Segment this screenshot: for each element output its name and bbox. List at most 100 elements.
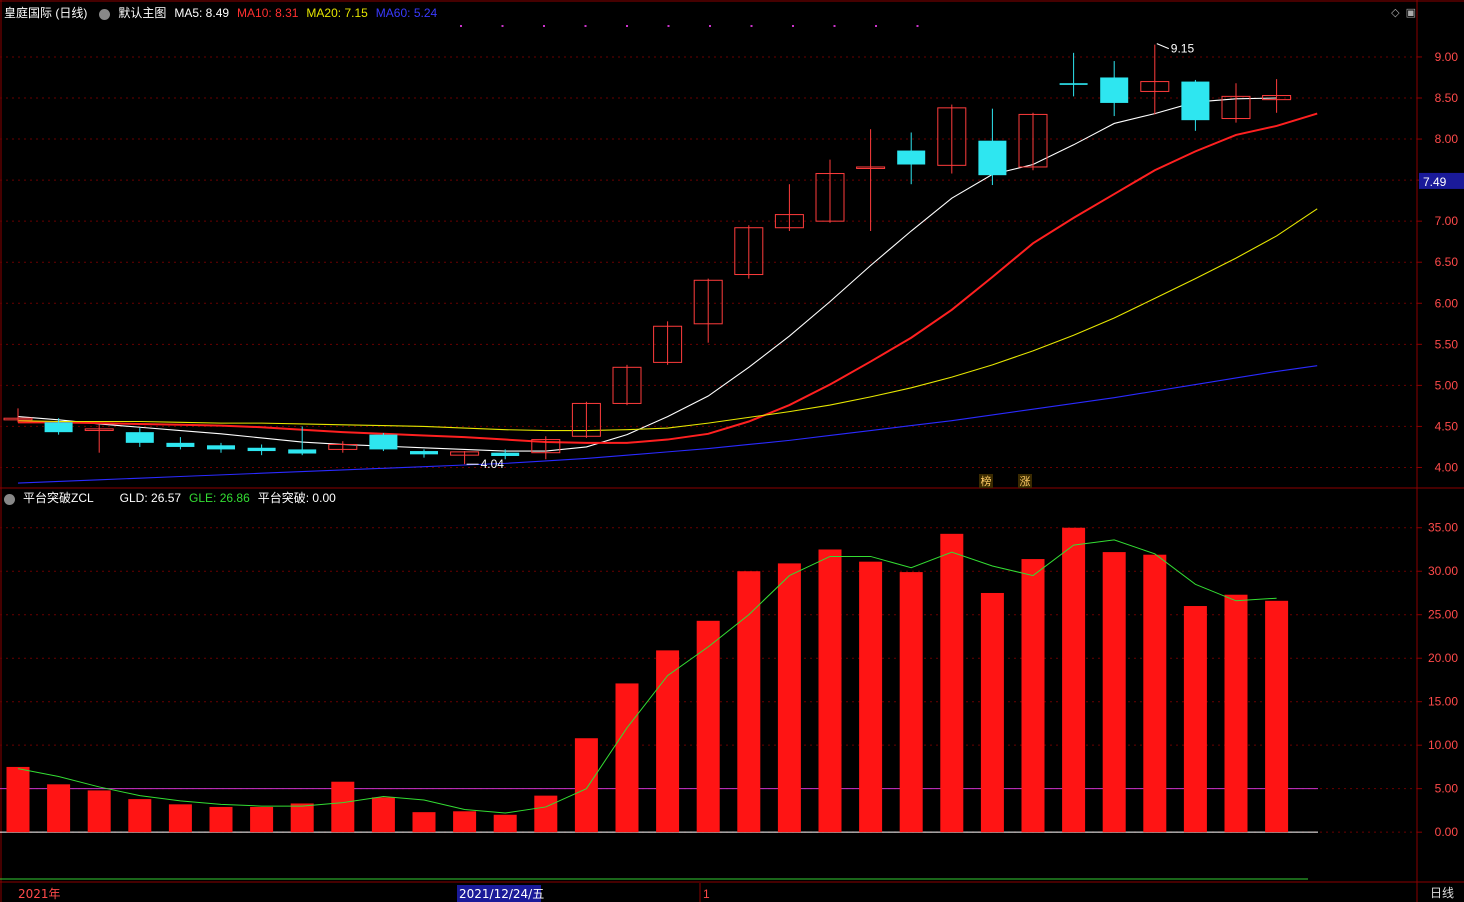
break-value: 平台突破: 0.00: [257, 491, 336, 505]
price-tick-label: 5.00: [1435, 378, 1459, 392]
candle-body-up: [84, 428, 114, 432]
candle-body-up: [1018, 113, 1048, 168]
indicator-bar: [47, 784, 71, 833]
candle-body-up: [815, 173, 845, 222]
ind-tick-label: 35.00: [1428, 521, 1458, 535]
ind-tick-label: 30.00: [1428, 564, 1458, 578]
ma-line-ma20: [17, 208, 1318, 432]
indicator-bar: [331, 781, 355, 833]
candle-body-up: [3, 417, 33, 421]
candle-body-down: [247, 447, 276, 452]
low-annotation: 4.04: [481, 457, 505, 471]
top-marker-dot: [626, 25, 628, 27]
high-arrow: [1156, 43, 1169, 50]
price-tick-label: 6.50: [1435, 255, 1459, 269]
maximize-icon[interactable]: ▣: [1405, 7, 1416, 19]
candle-body-up: [937, 107, 967, 166]
indicator-bar: [412, 812, 436, 833]
window-controls: ◇ ▣: [1391, 6, 1416, 19]
indicator-bar: [1183, 606, 1207, 833]
gld-value: GLD: 26.57: [119, 491, 182, 505]
stock-title[interactable]: 皇庭国际 (日线): [4, 6, 88, 20]
settings-icon[interactable]: [99, 8, 111, 20]
indicator-header: 平台突破ZCL GLD: 26.57 GLE: 26.86 平台突破: 0.00: [0, 488, 336, 508]
top-marker-dot: [792, 25, 794, 27]
candle-body-up: [1140, 81, 1170, 92]
x-label-month: 1: [703, 887, 710, 901]
candle-body-up: [328, 443, 358, 450]
candle-body-up: [653, 325, 683, 363]
candle-body-up: [734, 227, 764, 276]
period-label[interactable]: 日线: [1429, 886, 1454, 900]
candle-body-down: [369, 434, 398, 450]
ind-tick-label: 15.00: [1428, 695, 1458, 709]
ma20-value: MA20: 7.15: [306, 6, 368, 20]
candle-body-down: [207, 445, 235, 450]
indicator-bar: [168, 804, 192, 833]
indicator-bar: [656, 650, 680, 833]
indicator-bar: [1265, 600, 1289, 833]
indicator-menu-icon[interactable]: [4, 493, 15, 505]
candle-body-up: [774, 214, 804, 229]
indicator-bar: [737, 571, 761, 833]
candle-body-down: [897, 150, 926, 165]
ind-tick-label: 25.00: [1428, 608, 1458, 622]
indicator-bar: [6, 766, 30, 833]
ma-line-ma5: [17, 97, 1277, 452]
main-chart-name[interactable]: 默认主图: [118, 6, 167, 20]
event-marker-bg: [979, 474, 993, 488]
indicator-bar: [493, 814, 517, 833]
ma-line-ma60: [17, 365, 1318, 484]
indicator-bar: [250, 806, 274, 833]
indicator-bar: [1021, 559, 1045, 833]
event-marker-bg: [1018, 474, 1032, 488]
candle-body-up: [693, 279, 723, 325]
x-label-date-box: [457, 885, 541, 902]
indicator-name[interactable]: 平台突破ZCL: [23, 491, 94, 505]
current-price-label: 7.49: [1423, 175, 1447, 189]
candle-body-down: [1059, 83, 1088, 85]
ind-tick-label: 0.00: [1435, 825, 1459, 839]
top-marker-dot: [501, 25, 504, 27]
gle-line: [17, 539, 1277, 814]
indicator-bar: [534, 795, 558, 833]
price-tick-label: 4.00: [1435, 460, 1459, 474]
diamond-icon[interactable]: ◇: [1391, 7, 1400, 19]
candle-body-down: [125, 432, 154, 443]
price-tick-label: 5.50: [1435, 337, 1459, 351]
current-price-box: [1419, 172, 1464, 189]
indicator-bar: [290, 803, 314, 833]
x-label-date: 2021/12/24/五: [459, 887, 544, 901]
candle-body-down: [410, 451, 438, 455]
indicator-bar: [453, 811, 477, 833]
ind-tick-label: 20.00: [1428, 651, 1458, 665]
indicator-bar: [1224, 594, 1248, 833]
candle-body-down: [288, 449, 317, 454]
top-marker-dot: [709, 25, 711, 27]
indicator-bar: [777, 563, 801, 833]
indicator-bar: [1143, 554, 1167, 833]
top-marker-dot: [750, 25, 753, 27]
ind-tick-label: 10.00: [1428, 738, 1458, 752]
candle-body-down: [978, 140, 1007, 176]
main-chart-header: 皇庭国际 (日线) 默认主图 MA5: 8.49 MA10: 8.31 MA20…: [0, 3, 437, 23]
ind-tick-label: 5.00: [1435, 782, 1459, 796]
indicator-bar: [128, 799, 152, 833]
indicator-bar: [859, 561, 883, 833]
top-marker-dot: [916, 25, 919, 27]
candle-body-down: [166, 442, 195, 447]
indicator-bar: [1062, 527, 1086, 833]
top-marker-dot: [460, 25, 462, 27]
top-marker-dot: [833, 25, 836, 27]
candle-body-up: [612, 366, 642, 404]
top-marker-dot: [667, 25, 670, 27]
high-annotation: 9.15: [1171, 42, 1195, 56]
candle-body-down: [1181, 81, 1210, 121]
price-tick-label: 7.00: [1435, 214, 1459, 228]
indicator-bar: [899, 572, 923, 833]
top-marker-dot: [875, 25, 877, 27]
candle-body-up: [450, 451, 480, 456]
top-marker-dot: [543, 25, 545, 27]
price-tick-label: 6.00: [1435, 296, 1459, 310]
